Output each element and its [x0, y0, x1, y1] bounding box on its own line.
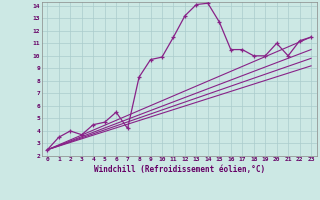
X-axis label: Windchill (Refroidissement éolien,°C): Windchill (Refroidissement éolien,°C) — [94, 165, 265, 174]
